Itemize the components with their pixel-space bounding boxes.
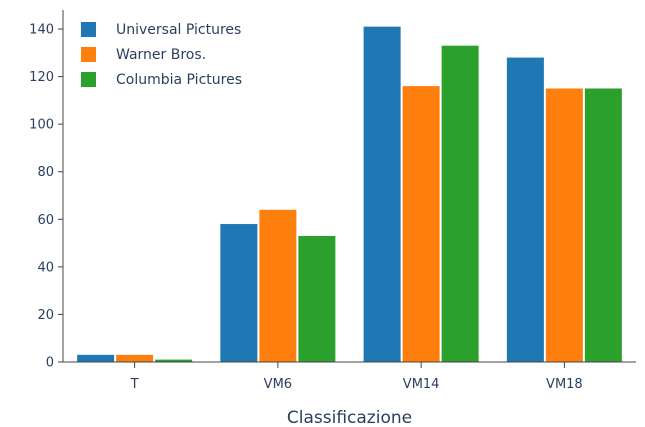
bar-universal-pictures-vm6[interactable] [220, 224, 258, 362]
bar-universal-pictures-vm18[interactable] [506, 57, 544, 362]
legend-label: Columbia Pictures [116, 72, 242, 88]
legend-label: Warner Bros. [116, 47, 206, 63]
y-tick-label: 140 [29, 23, 54, 38]
y-tick-label: 0 [46, 356, 54, 371]
y-tick-label: 40 [37, 260, 54, 275]
y-tick-label: 20 [37, 308, 54, 323]
bar-columbia-pictures-vm18[interactable] [584, 88, 622, 363]
bar-warner-bros-t[interactable] [116, 354, 154, 362]
x-tick-label: VM18 [546, 377, 583, 392]
legend-item[interactable]: Universal Pictures [81, 22, 241, 38]
legend-label: Universal Pictures [116, 22, 241, 38]
y-tick-label: 60 [37, 213, 54, 228]
bar-columbia-pictures-vm6[interactable] [298, 235, 336, 362]
legend-item[interactable]: Warner Bros. [81, 47, 206, 63]
x-tick-label: VM14 [403, 377, 440, 392]
bar-columbia-pictures-vm14[interactable] [441, 45, 479, 363]
bar-warner-bros-vm14[interactable] [402, 86, 440, 363]
bar-columbia-pictures-t[interactable] [155, 359, 193, 362]
bar-universal-pictures-vm14[interactable] [363, 26, 401, 362]
bar-warner-bros-vm6[interactable] [259, 209, 297, 362]
legend-swatch [81, 47, 96, 62]
bars-layer [77, 26, 622, 363]
legend: Universal Pictures Warner Bros. Columbia P… [81, 22, 242, 88]
y-axis-ticks: 0 20 40 60 80 100 120 140 [29, 23, 63, 371]
legend-item[interactable]: Columbia Pictures [81, 72, 242, 88]
legend-swatch [81, 72, 96, 87]
legend-swatch [81, 22, 96, 37]
x-axis-title: Classificazione [287, 408, 412, 427]
bar-warner-bros-vm18[interactable] [545, 88, 583, 363]
x-tick-label: T [130, 377, 139, 392]
y-tick-label: 100 [29, 118, 54, 133]
x-tick-label: VM6 [264, 377, 292, 392]
x-axis-ticks: T VM6 VM14 VM18 [130, 362, 583, 392]
y-tick-label: 120 [29, 70, 54, 85]
bar-universal-pictures-t[interactable] [77, 354, 115, 362]
y-tick-label: 80 [37, 165, 54, 180]
